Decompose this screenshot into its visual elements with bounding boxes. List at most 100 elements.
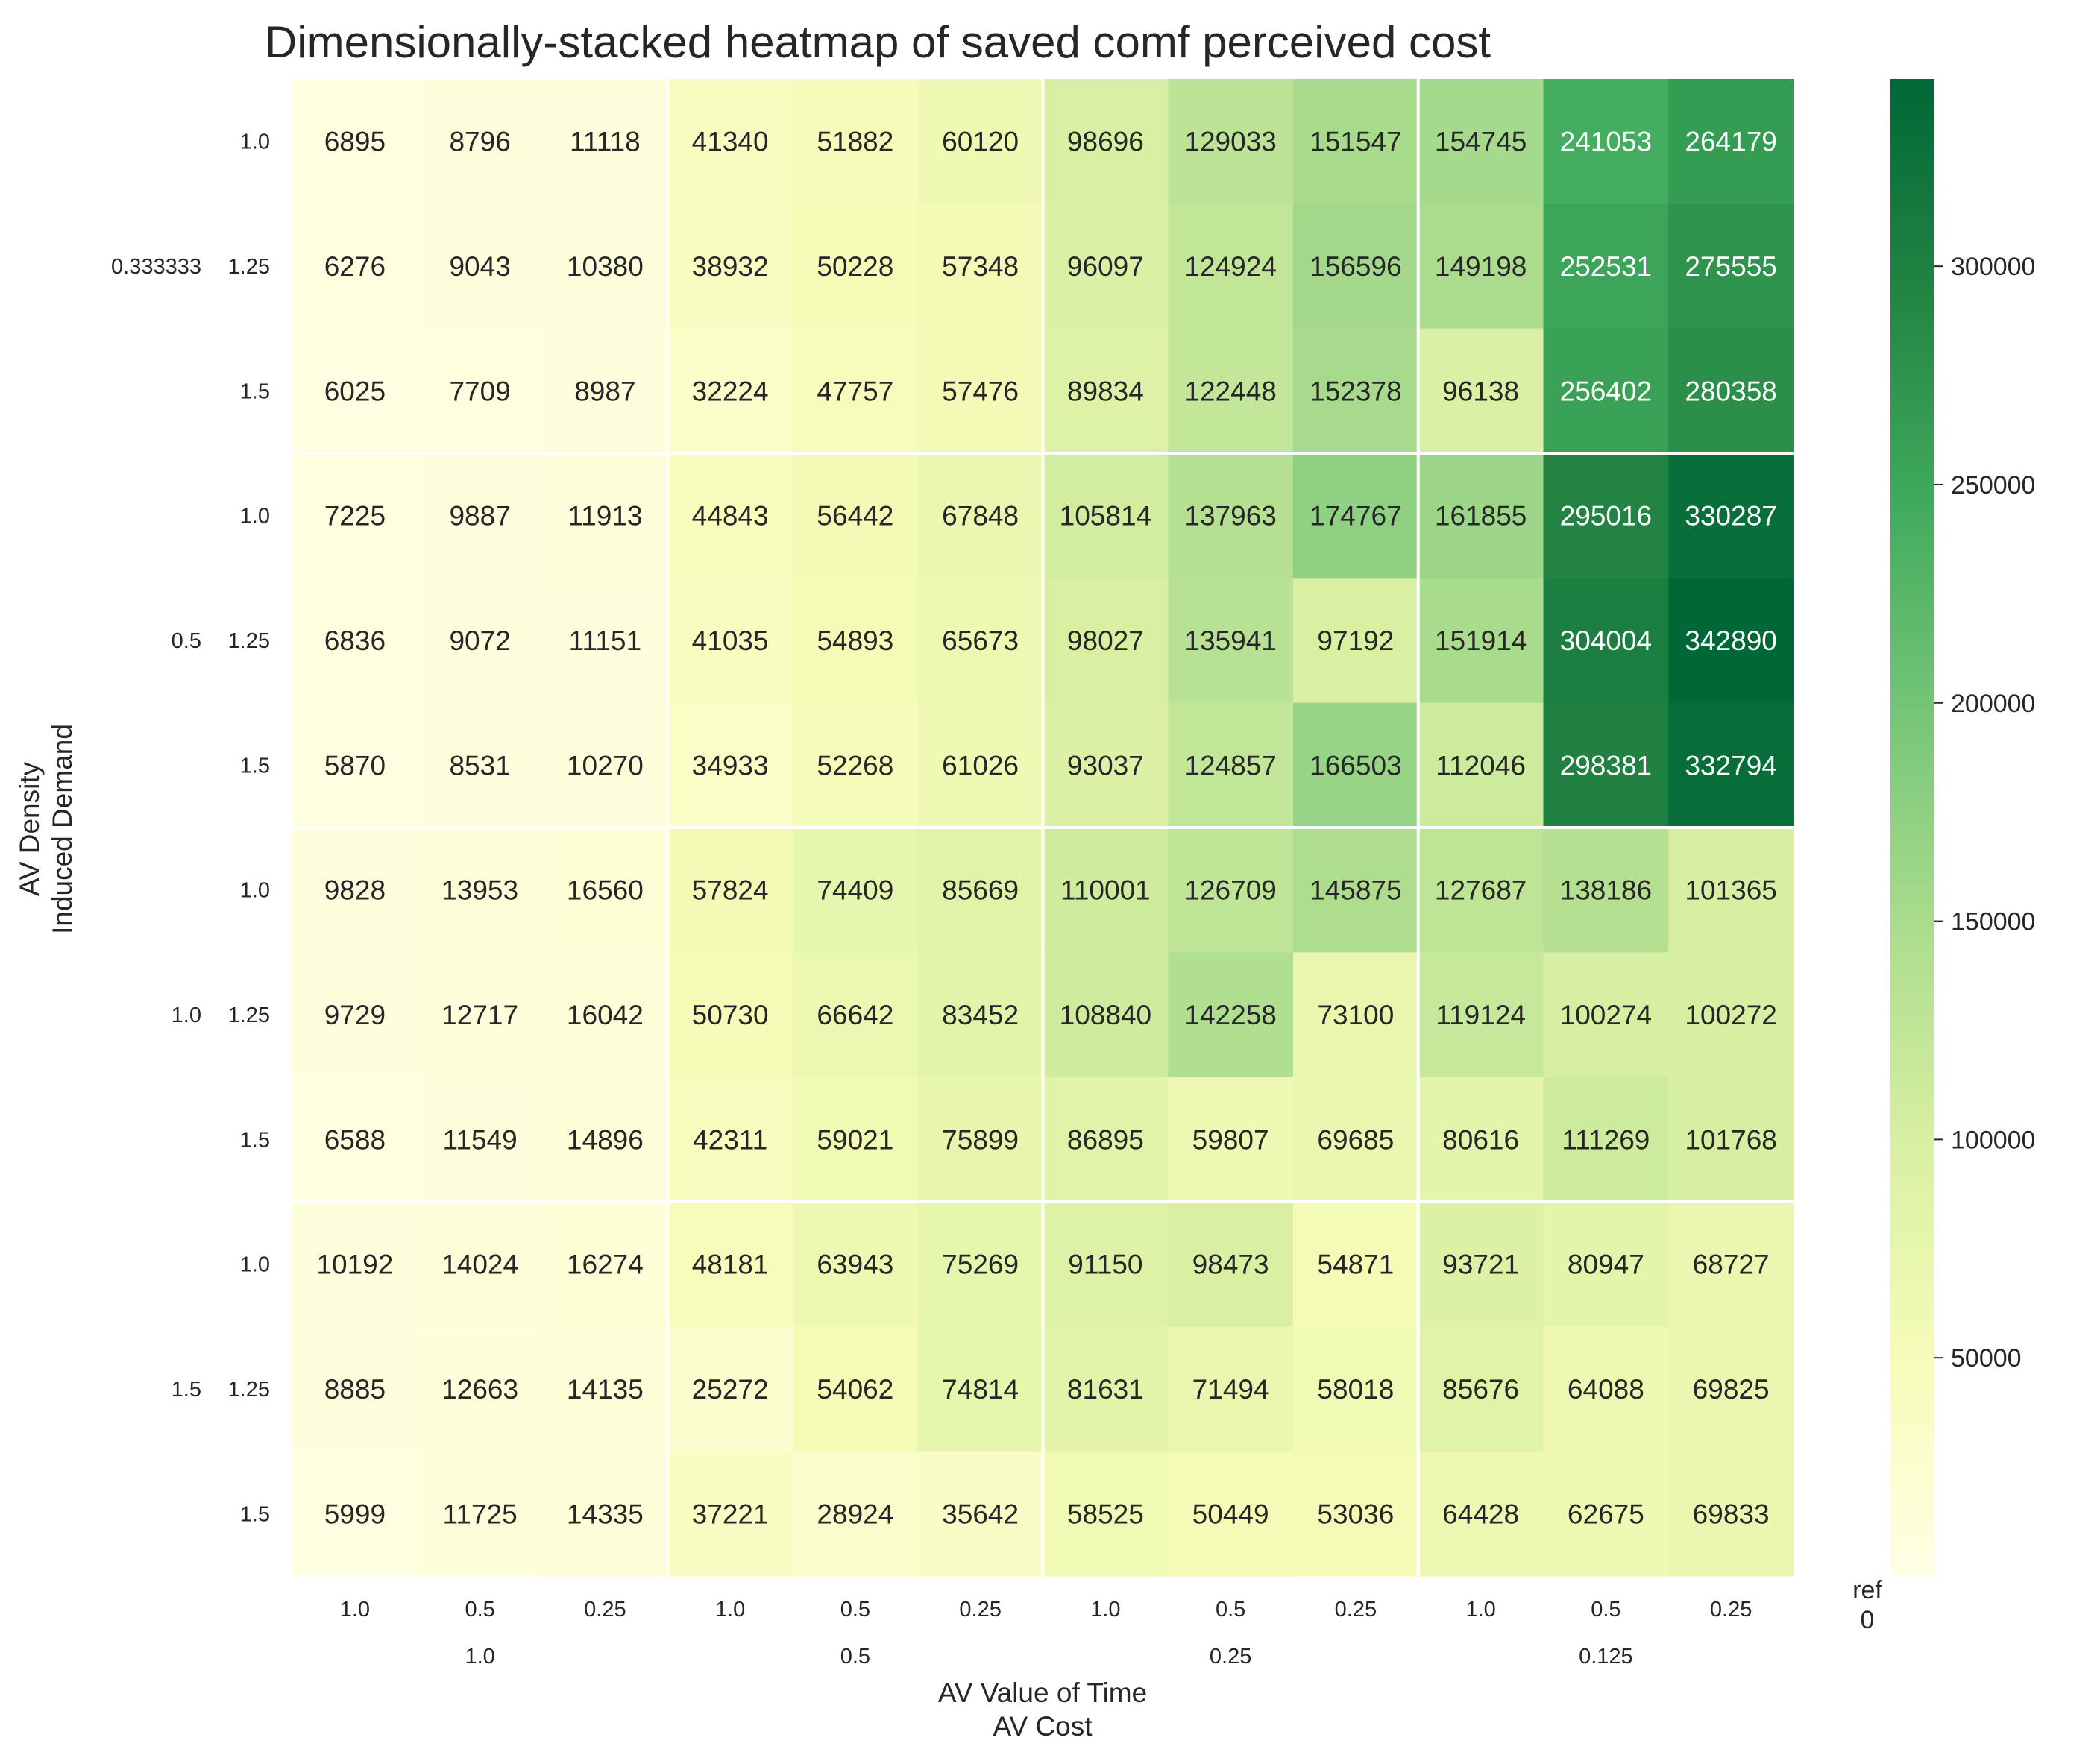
cell-value-label: 342890 [1685, 626, 1776, 656]
cell-value-label: 9043 [449, 251, 510, 282]
cell-value-label: 7709 [449, 376, 510, 406]
x-inner-tick-label: 0.5 [465, 1598, 494, 1622]
heatmap-cell [793, 952, 919, 1078]
heatmap-cell [793, 79, 919, 204]
cell-value-label: 145875 [1310, 875, 1401, 906]
cell-value-label: 69825 [1693, 1374, 1770, 1405]
cell-value-label: 101365 [1685, 875, 1776, 906]
heatmap-cell [917, 1326, 1044, 1452]
heatmap-cell [417, 79, 544, 204]
cell-value-label: 62675 [1568, 1499, 1644, 1529]
heatmap-cell [1293, 328, 1419, 454]
heatmap-cell [1293, 1202, 1419, 1327]
heatmap-cell [793, 1077, 919, 1203]
cell-value-label: 11118 [570, 127, 641, 157]
colorbar-tick-label: 100000 [1951, 1126, 2035, 1154]
heatmap-cell [542, 578, 668, 704]
heatmap-cell [1668, 578, 1794, 704]
cell-value-label: 96097 [1067, 251, 1144, 282]
heatmap-cell [1543, 578, 1669, 704]
heatmap-cell [1418, 952, 1544, 1078]
heatmap-cell [1168, 79, 1294, 204]
heatmap-cell [667, 702, 793, 828]
heatmap-cell [917, 328, 1044, 454]
heatmap-cell [1168, 952, 1294, 1078]
heatmap-cell [667, 828, 793, 953]
cell-value-label: 38932 [692, 251, 769, 282]
cell-value-label: 16042 [567, 1000, 644, 1030]
cell-value-label: 50228 [817, 251, 893, 282]
x-inner-tick-label: 0.25 [584, 1598, 626, 1622]
cell-value-label: 54871 [1317, 1250, 1394, 1280]
heatmap-cell [667, 328, 793, 454]
cell-value-label: 105814 [1060, 501, 1151, 532]
cell-value-label: 280358 [1685, 376, 1776, 406]
y-inner-tick-label: 1.25 [228, 1004, 270, 1027]
heatmap-cell [542, 1077, 668, 1203]
cell-value-label: 58525 [1067, 1499, 1144, 1529]
cell-value-label: 127687 [1435, 875, 1527, 906]
heatmap-cell [1418, 1451, 1544, 1577]
cell-value-label: 119124 [1436, 1000, 1526, 1030]
heatmap-cell [1043, 578, 1169, 704]
cell-value-label: 12717 [441, 1000, 518, 1030]
cell-value-label: 101768 [1685, 1124, 1776, 1155]
cell-value-label: 16274 [567, 1250, 644, 1280]
colorbar-ref-value: 0 [1861, 1606, 1875, 1634]
heatmap-cell [1043, 952, 1169, 1078]
cell-value-label: 80616 [1442, 1124, 1519, 1155]
cell-value-label: 35642 [942, 1499, 1019, 1529]
heatmap-cell [1168, 204, 1294, 330]
heatmap-cell [1293, 828, 1419, 953]
cell-value-label: 97192 [1317, 626, 1394, 656]
y-outer-tick-label: 1.0 [172, 1004, 201, 1027]
cell-value-label: 6025 [324, 376, 386, 406]
heatmap-cell [1168, 328, 1294, 454]
x-axis-label-inner: AV Value of Time [938, 1678, 1147, 1708]
cell-value-label: 28924 [817, 1499, 893, 1529]
heatmap-cell [667, 79, 793, 204]
heatmap-cell [1043, 1077, 1169, 1203]
heatmap-cell [917, 702, 1044, 828]
heatmap-cell [292, 1451, 418, 1577]
heatmap-cell [1168, 828, 1294, 953]
cell-value-label: 75269 [942, 1250, 1019, 1280]
y-outer-tick-label: 1.5 [172, 1378, 201, 1402]
heatmap-cell [417, 328, 544, 454]
heatmap-cell [1168, 578, 1294, 704]
heatmap-cell [917, 1451, 1044, 1577]
heatmap-cell [292, 702, 418, 828]
cell-value-label: 252531 [1560, 251, 1652, 282]
heatmap-cell [667, 453, 793, 579]
heatmap-cell [667, 204, 793, 330]
cell-value-label: 59807 [1192, 1124, 1269, 1155]
cell-value-label: 14335 [567, 1499, 644, 1529]
cell-value-label: 10270 [567, 750, 644, 781]
heatmap-cell [917, 828, 1044, 953]
heatmap-cell [917, 79, 1044, 204]
cell-value-label: 135941 [1184, 626, 1276, 656]
cell-value-label: 7225 [324, 501, 386, 532]
heatmap-cell [1418, 1202, 1544, 1327]
heatmap-cell [417, 828, 544, 953]
heatmap-cell [542, 328, 668, 454]
heatmap-cell [1043, 328, 1169, 454]
heatmap-cell [793, 204, 919, 330]
cell-value-label: 12663 [441, 1374, 518, 1405]
heatmap-cell [1043, 1326, 1169, 1452]
x-outer-tick-labels: 1.0 0.5 0.25 0.125 [465, 1645, 1632, 1669]
heatmap-cell [1668, 828, 1794, 953]
cell-value-label: 60120 [942, 127, 1019, 157]
heatmap-cell [292, 79, 418, 204]
heatmap-cell [1543, 1451, 1669, 1577]
heatmap-cell [1543, 453, 1669, 579]
y-inner-tick-label: 1.0 [240, 1253, 270, 1277]
y-inner-tick-label: 1.5 [240, 754, 270, 778]
cell-value-label: 137963 [1184, 501, 1276, 532]
heatmap-cell [1418, 204, 1544, 330]
heatmap-cell [1293, 702, 1419, 828]
cell-value-label: 48181 [692, 1250, 769, 1280]
cell-value-label: 14024 [441, 1250, 518, 1280]
y-outer-tick-label: 0.5 [172, 629, 201, 653]
cell-value-label: 16560 [567, 875, 644, 906]
